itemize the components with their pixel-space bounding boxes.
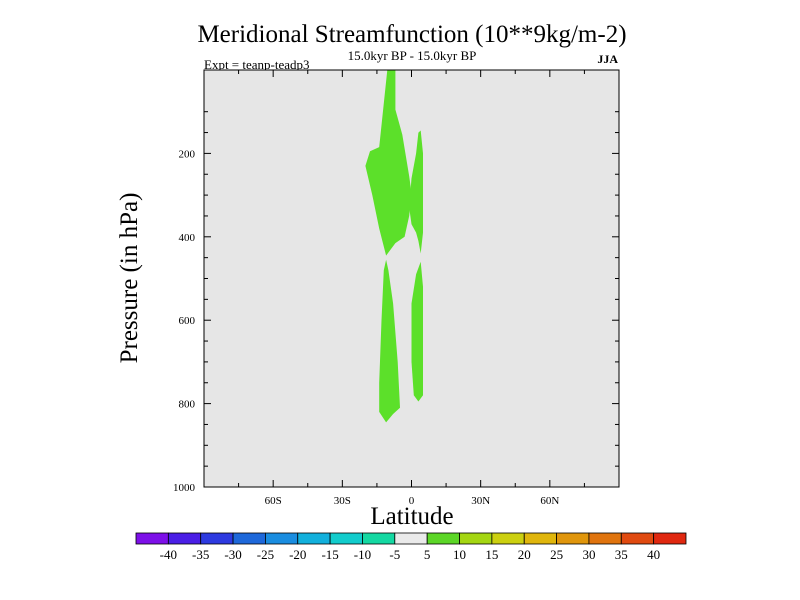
x-axis-label: Latitude <box>370 503 453 530</box>
y-tick-label: 800 <box>179 399 196 411</box>
contour-upper-cell <box>365 70 412 256</box>
chart-subtitle: 15.0kyr BP - 15.0kyr BP <box>348 48 477 63</box>
colorbar-swatch <box>394 532 428 545</box>
colorbar <box>135 532 687 545</box>
colorbar-label: 15 <box>485 547 498 562</box>
colorbar-label: -10 <box>354 547 371 562</box>
colorbar-label: 25 <box>550 547 563 562</box>
colorbar-label: -25 <box>257 547 274 562</box>
colorbar-swatch <box>232 532 266 545</box>
colorbar-label: 10 <box>453 547 466 562</box>
y-tick-label: 600 <box>179 315 196 327</box>
y-axis-label: Pressure (in hPa) <box>116 193 143 364</box>
colorbar-label: -35 <box>192 547 209 562</box>
y-tick-label: 1000 <box>173 482 196 494</box>
x-tick-label: 0 <box>409 495 415 507</box>
colorbar-label: -40 <box>160 547 177 562</box>
colorbar-swatch <box>329 532 363 545</box>
colorbar-labels: -40 -35 -30 -25 -20 -15 -10 -5 5 10 15 20 25 30 35 40 <box>160 547 660 562</box>
colorbar-label: -30 <box>224 547 241 562</box>
colorbar-label: -15 <box>321 547 338 562</box>
colorbar-swatch <box>491 532 525 545</box>
season-label: JJA <box>597 52 618 66</box>
colorbar-swatch <box>459 532 493 545</box>
axis-tick-labels: 60S 30S 0 30N 60N 200 400 600 800 1000 <box>173 148 559 507</box>
experiment-label: Expt = teanp-teadp3 <box>204 57 310 72</box>
colorbar-label: 20 <box>518 547 531 562</box>
contour-lower-cell <box>379 259 400 423</box>
colorbar-swatch <box>135 532 169 545</box>
y-tick-label: 400 <box>179 232 196 244</box>
colorbar-swatch <box>426 532 460 545</box>
colorbar-swatch <box>588 532 622 545</box>
colorbar-swatch <box>167 532 202 545</box>
contour-upper-right-branch <box>409 130 423 254</box>
colorbar-swatch <box>556 532 590 545</box>
axis-ticks <box>203 70 620 488</box>
colorbar-swatch <box>523 532 557 545</box>
colorbar-label: 35 <box>615 547 628 562</box>
y-tick-label: 200 <box>179 148 196 160</box>
plot-area: 60S 30S 0 30N 60N 200 400 600 800 1000 <box>173 69 620 507</box>
chart-title: Meridional Streamfunction (10**9kg/m-2) <box>197 21 626 48</box>
colorbar-label: 5 <box>424 547 431 562</box>
colorbar-swatch <box>362 532 396 545</box>
plot-background <box>204 70 619 487</box>
colorbar-label: 30 <box>582 547 595 562</box>
colorbar-label: -5 <box>389 547 400 562</box>
contour-regions <box>365 70 423 423</box>
x-tick-label: 60N <box>540 495 559 507</box>
colorbar-swatch <box>297 532 331 545</box>
contour-lower-right-branch <box>411 261 423 402</box>
colorbar-swatch <box>653 532 687 545</box>
colorbar-label: 40 <box>647 547 660 562</box>
colorbar-label: -20 <box>289 547 306 562</box>
x-tick-label: 60S <box>265 495 282 507</box>
x-tick-label: 30S <box>334 495 351 507</box>
colorbar-swatch <box>620 532 655 545</box>
colorbar-swatch <box>200 532 234 545</box>
colorbar-swatch <box>265 532 299 545</box>
x-tick-label: 30N <box>471 495 490 507</box>
